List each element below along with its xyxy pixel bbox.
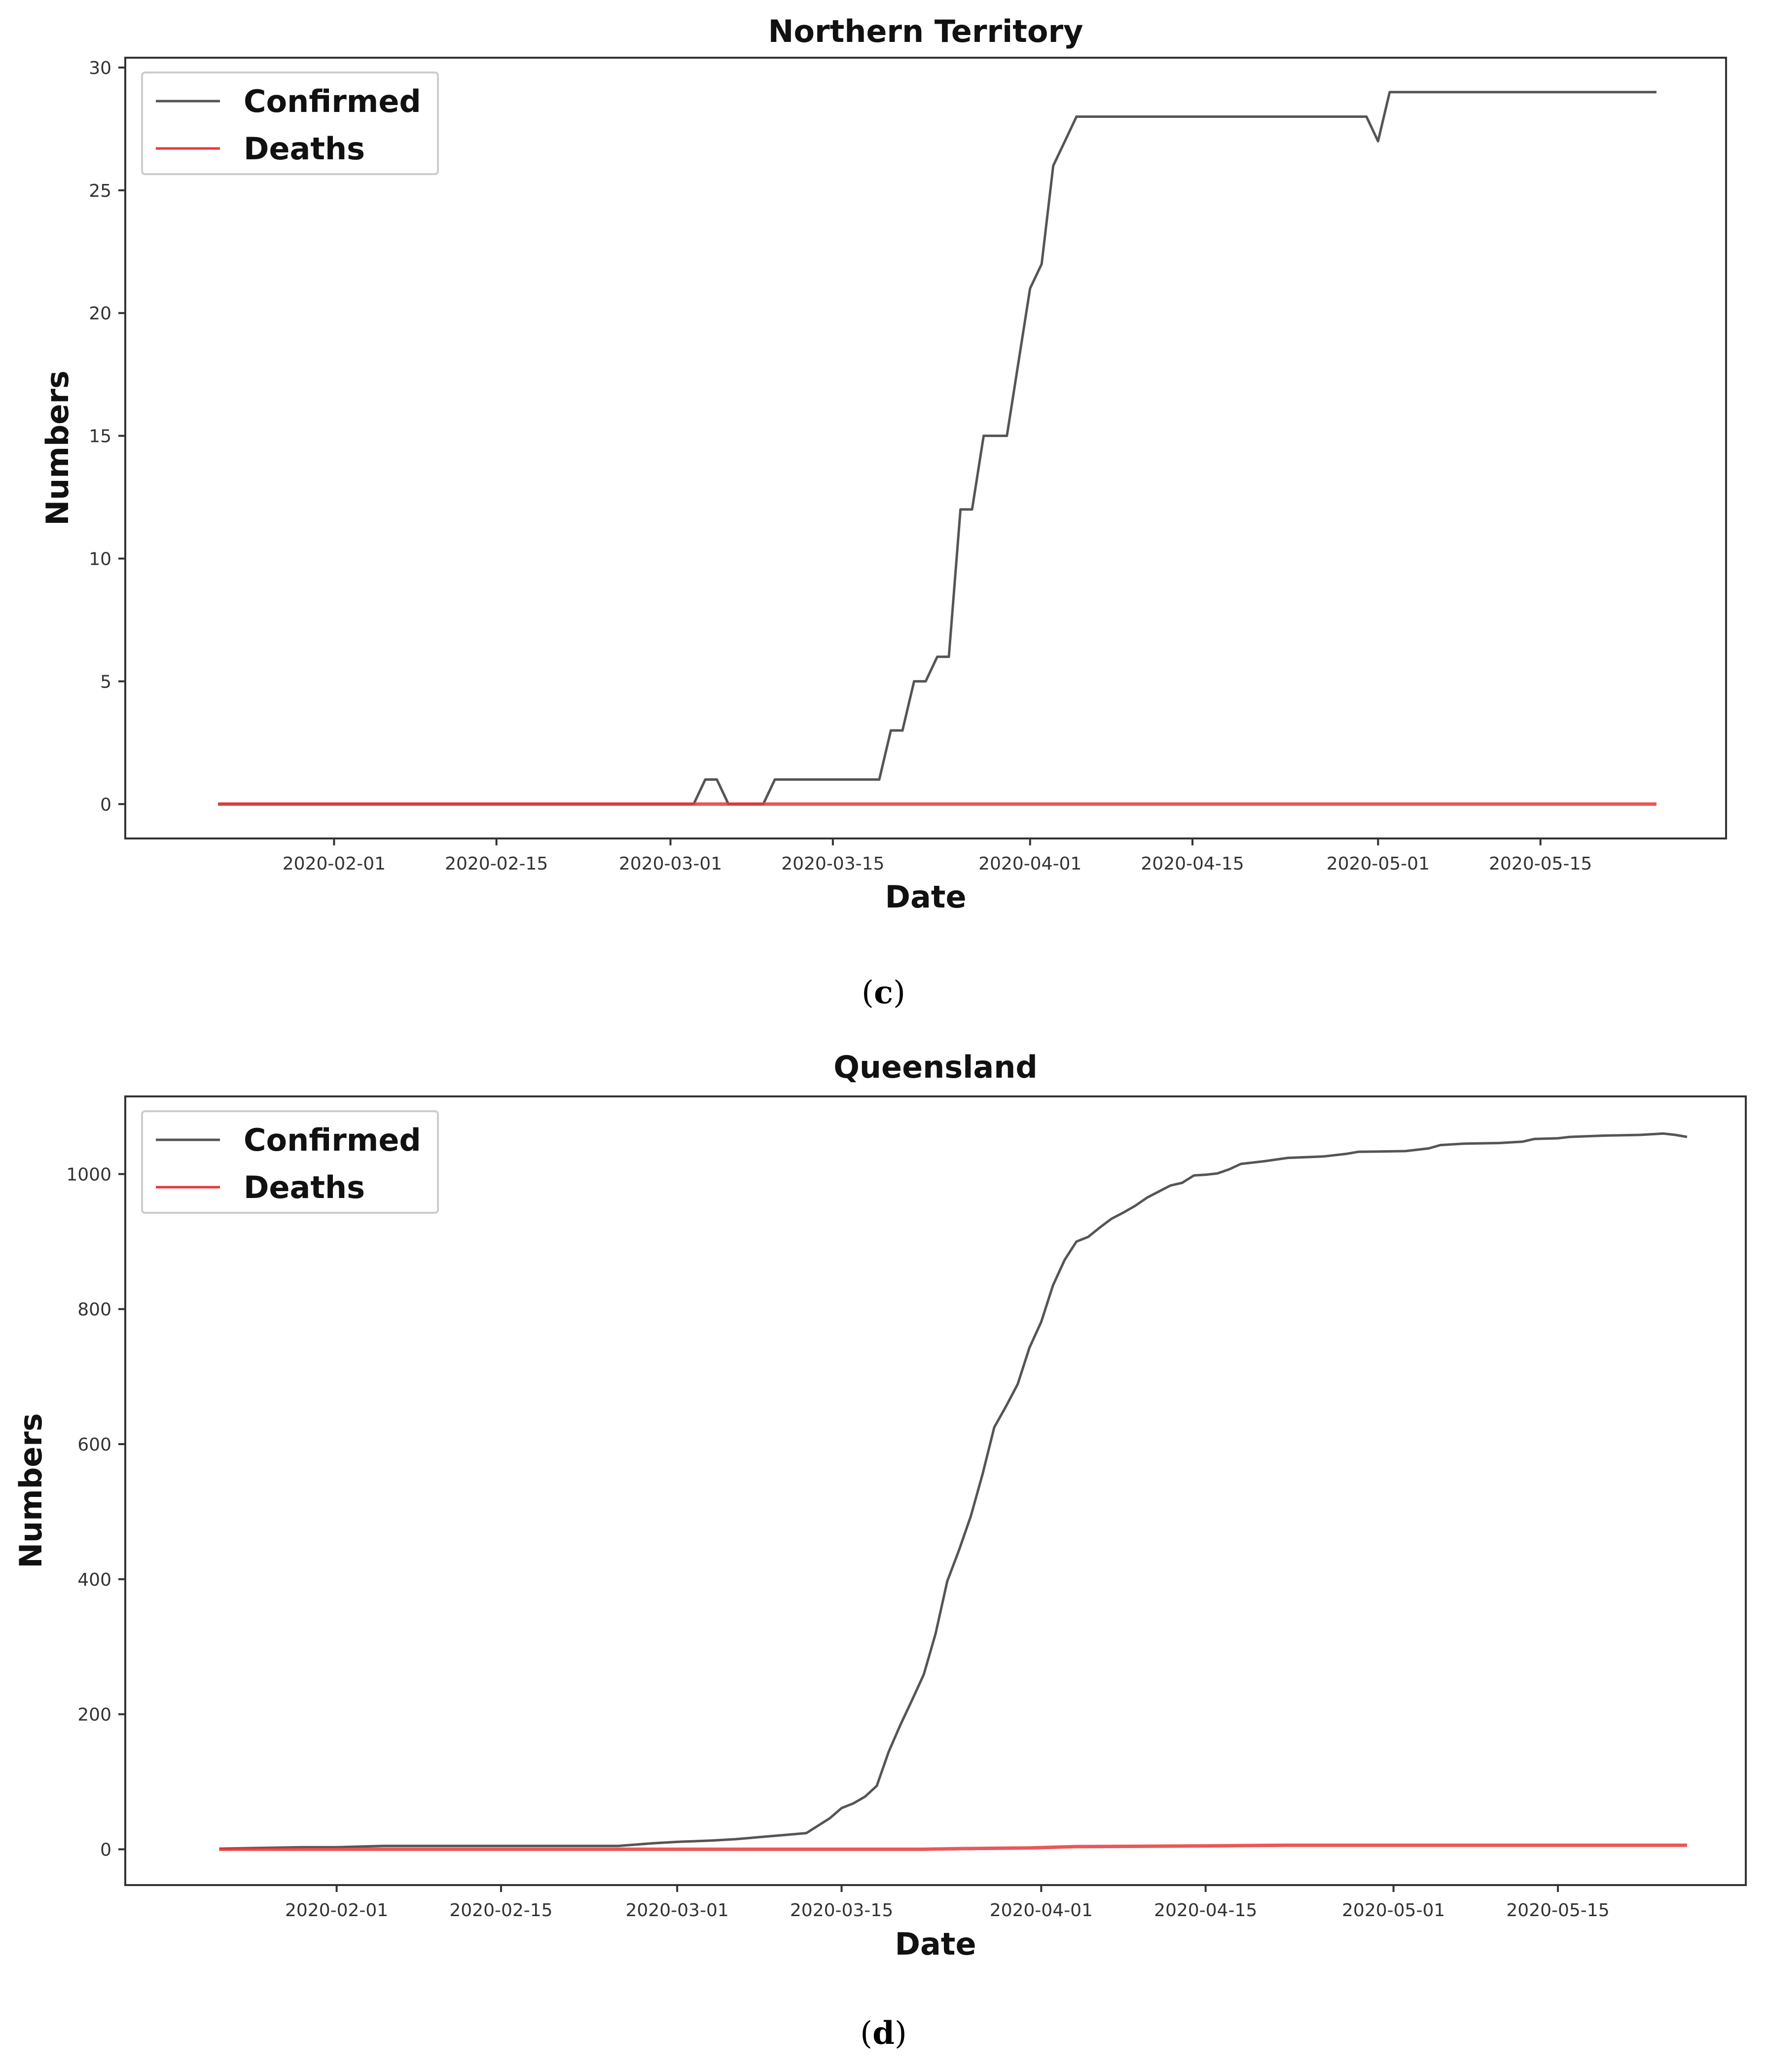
x-axis-label: Date (885, 879, 967, 915)
x-tick-label: 2020-04-01 (978, 854, 1082, 874)
x-tick-label: 2020-04-01 (990, 1900, 1093, 1921)
y-tick-label: 0 (100, 1840, 111, 1860)
panel-caption-c: (c) (862, 974, 905, 1011)
y-tick-label: 20 (89, 304, 111, 324)
y-tick-label: 200 (77, 1705, 111, 1725)
x-tick-label: 2020-02-01 (285, 1900, 388, 1921)
series-line-confirmed (218, 91, 1657, 805)
chart-northern-territory: Northern Territory 0 5 10 15 20 25 30 2020-02-01… (39, 13, 1727, 915)
x-tick-label: 2020-05-15 (1506, 1900, 1609, 1921)
figure-panel-c: Northern Territory 0 5 10 15 20 25 30 2020-02-01… (39, 13, 1727, 1011)
panel-caption-d: (d) (860, 2015, 907, 2052)
x-tick-label: 2020-03-15 (781, 854, 884, 874)
x-tick-label: 2020-02-15 (449, 1900, 552, 1921)
y-tick-label: 600 (77, 1435, 111, 1455)
series-line-confirmed (219, 1132, 1688, 1850)
y-tick-label: 0 (100, 795, 111, 815)
y-tick-label: 5 (100, 672, 111, 692)
x-tick-label: 2020-03-01 (619, 854, 722, 874)
x-tick-label: 2020-04-15 (1141, 854, 1244, 874)
series-line-deaths (219, 1843, 1687, 1851)
x-tick-label: 2020-05-01 (1342, 1900, 1445, 1921)
x-tick-label: 2020-02-15 (445, 854, 548, 874)
y-axis-label: Numbers (13, 1413, 49, 1568)
x-tick-label: 2020-03-01 (626, 1900, 729, 1921)
panel-caption-letter: c (874, 974, 893, 1011)
y-axis-label: Numbers (39, 370, 75, 526)
chart-queensland: Queensland 0 200 400 600 800 1000 2020-02-01 202… (13, 1049, 1747, 1962)
x-tick-label: 2020-02-01 (283, 854, 386, 874)
x-tick-label: 2020-03-15 (790, 1900, 893, 1921)
figure-panel-d: Queensland 0 200 400 600 800 1000 2020-02-01 202… (0, 1036, 1767, 2072)
panel-caption-letter: d (872, 2015, 895, 2052)
x-tick-label: 2020-04-15 (1154, 1900, 1257, 1921)
y-tick-label: 1000 (66, 1164, 111, 1185)
y-tick-label: 15 (89, 427, 111, 447)
y-tick-label: 30 (89, 58, 111, 78)
chart-title: Northern Territory (768, 13, 1083, 49)
plot-frame (124, 1095, 1747, 1886)
legend-entry-deaths: Deaths (244, 131, 365, 167)
y-tick-label: 25 (89, 181, 111, 201)
y-tick-label: 800 (77, 1300, 111, 1320)
plot-frame (124, 57, 1727, 839)
legend-entry-deaths: Deaths (244, 1169, 365, 1205)
x-tick-label: 2020-05-01 (1327, 854, 1430, 874)
chart-title: Queensland (833, 1049, 1038, 1085)
x-tick-label: 2020-05-15 (1489, 854, 1592, 874)
legend-entry-confirmed: Confirmed (244, 83, 421, 119)
y-tick-label: 10 (89, 549, 111, 570)
y-tick-label: 400 (77, 1570, 111, 1590)
x-axis-label: Date (895, 1926, 976, 1962)
legend-entry-confirmed: Confirmed (244, 1122, 421, 1158)
